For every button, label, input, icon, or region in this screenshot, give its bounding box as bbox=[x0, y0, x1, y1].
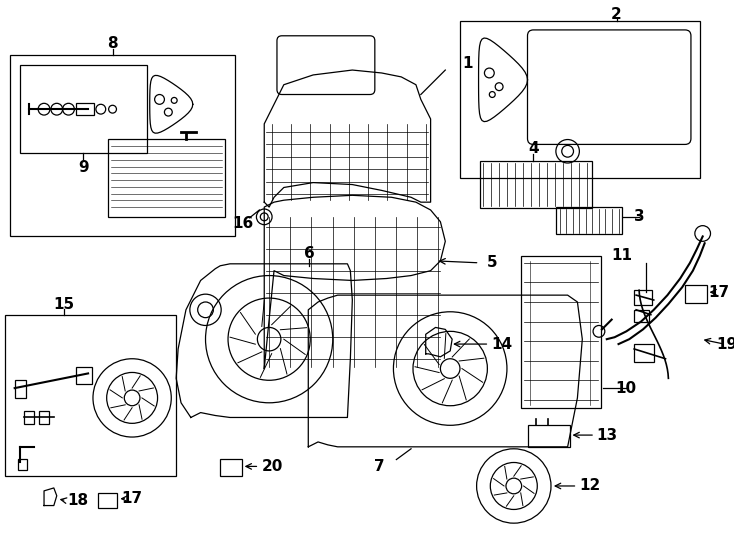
Bar bbox=[220, 458, 241, 476]
Polygon shape bbox=[264, 70, 431, 207]
Text: 4: 4 bbox=[528, 141, 539, 156]
Text: 7: 7 bbox=[374, 459, 385, 474]
Text: 1: 1 bbox=[462, 56, 473, 71]
Text: 20: 20 bbox=[261, 459, 283, 474]
Bar bbox=[685, 285, 707, 303]
Polygon shape bbox=[264, 195, 446, 368]
Text: 17: 17 bbox=[709, 285, 730, 300]
Bar bbox=[20, 65, 147, 153]
Bar bbox=[76, 367, 92, 384]
Bar bbox=[98, 493, 117, 509]
Text: 11: 11 bbox=[611, 248, 632, 264]
Text: 12: 12 bbox=[580, 478, 600, 494]
Bar bbox=[479, 161, 592, 208]
Bar bbox=[15, 380, 26, 398]
Text: 15: 15 bbox=[53, 298, 74, 313]
Bar bbox=[460, 21, 700, 178]
Bar bbox=[76, 103, 94, 115]
Text: 16: 16 bbox=[232, 216, 253, 231]
Bar bbox=[634, 344, 654, 362]
Text: 2: 2 bbox=[611, 7, 622, 22]
Text: 18: 18 bbox=[68, 493, 89, 508]
Text: 6: 6 bbox=[304, 246, 315, 261]
Polygon shape bbox=[308, 295, 582, 447]
Bar bbox=[108, 139, 225, 217]
Text: 3: 3 bbox=[633, 210, 644, 224]
Bar bbox=[5, 315, 176, 476]
Text: 5: 5 bbox=[487, 255, 498, 271]
Bar bbox=[10, 56, 235, 237]
Text: 13: 13 bbox=[596, 428, 617, 443]
Bar bbox=[18, 458, 27, 470]
Bar bbox=[634, 290, 652, 305]
Text: 9: 9 bbox=[78, 160, 89, 176]
Bar bbox=[634, 310, 649, 321]
Text: 8: 8 bbox=[107, 36, 118, 51]
Polygon shape bbox=[176, 264, 352, 417]
Bar bbox=[24, 410, 34, 424]
Text: 14: 14 bbox=[492, 336, 512, 352]
Text: 17: 17 bbox=[122, 491, 142, 506]
Text: 10: 10 bbox=[616, 381, 637, 396]
Bar bbox=[39, 410, 49, 424]
Bar bbox=[528, 426, 570, 447]
Bar bbox=[520, 256, 601, 408]
Bar bbox=[556, 207, 622, 234]
Text: 19: 19 bbox=[716, 336, 734, 352]
